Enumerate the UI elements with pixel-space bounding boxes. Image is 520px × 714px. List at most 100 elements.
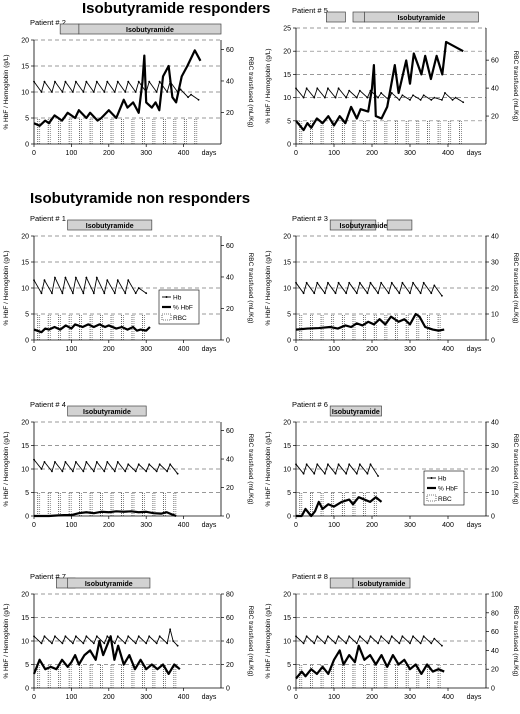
y-axis-title: % HbF / Hemoglobin (g/L): [3, 603, 10, 678]
drug-bar-label: Isobutyramide: [83, 409, 131, 416]
hb-point: [103, 470, 106, 473]
y2-tick-label: 40: [226, 78, 234, 85]
patient-label: Patient # 5: [292, 6, 328, 15]
x-tick-label: 0: [32, 346, 36, 353]
x-tick-label: 100: [66, 522, 78, 529]
hb-point: [337, 463, 340, 466]
y-tick-label: 5: [287, 490, 291, 497]
hb-point: [54, 276, 56, 279]
hb-point: [40, 292, 43, 295]
x-tick-label: 300: [404, 150, 416, 157]
x-tick-label: 100: [328, 150, 340, 157]
hb-series-line: [295, 87, 464, 103]
y2-axis-title: RBC transfused (mL/Kg): [512, 606, 519, 677]
y2-tick-label: 20: [226, 110, 234, 117]
hb-point: [82, 642, 85, 645]
hb-point: [92, 470, 95, 473]
x-axis-label: days: [467, 694, 482, 701]
x-tick-label: 400: [442, 522, 454, 529]
hbf-series-line: [33, 49, 202, 127]
hb-point: [74, 276, 77, 279]
hb-point: [74, 80, 77, 83]
hb-point: [433, 637, 436, 640]
y2-tick-label: 30: [491, 443, 499, 450]
x-tick-label: 400: [178, 694, 190, 701]
hb-point: [51, 470, 53, 473]
hb-point: [433, 284, 436, 287]
hb-point: [106, 461, 109, 463]
hb-point: [145, 642, 148, 645]
y2-tick-label: 40: [491, 86, 499, 93]
hb-point: [43, 635, 46, 638]
hb-point: [377, 292, 379, 295]
y2-tick-label: 20: [226, 662, 234, 669]
hb-point: [369, 281, 372, 284]
y-tick-label: 5: [25, 490, 29, 497]
x-axis-label: days: [467, 150, 482, 157]
y2-tick-label: 60: [491, 58, 499, 65]
hb-point: [43, 279, 46, 282]
x-tick-label: 200: [103, 694, 115, 701]
y-tick-label: 10: [283, 639, 291, 646]
hb-point: [116, 635, 119, 638]
y-tick-label: 0: [25, 338, 29, 345]
hb-point: [82, 470, 85, 473]
y2-tick-label: 40: [226, 639, 234, 646]
hb-point: [71, 91, 74, 93]
hb-point: [313, 292, 316, 295]
y2-tick-label: 100: [491, 592, 503, 599]
legend-label-hbf: % HbF: [173, 305, 193, 312]
hb-point: [176, 644, 179, 647]
hb-point: [369, 463, 372, 466]
hb-point: [92, 91, 95, 93]
hb-point: [74, 635, 77, 638]
y2-tick-label: 30: [491, 260, 499, 267]
legend-label-hb: Hb: [438, 476, 447, 483]
hb-point: [137, 635, 140, 638]
hb-point: [43, 461, 46, 463]
x-tick-label: 400: [178, 150, 190, 157]
hb-point: [71, 292, 74, 295]
hb-point: [116, 279, 119, 282]
hb-series-line: [295, 281, 443, 297]
drug-bar: [326, 11, 346, 23]
y-tick-label: 0: [287, 686, 291, 693]
hb-point: [327, 87, 329, 90]
hb-point: [401, 281, 404, 284]
y-axis-title: % HbF / Hemoglobin (g/L): [265, 603, 272, 678]
y2-tick-label: 20: [491, 667, 499, 674]
patient-label: Patient # 3: [292, 214, 328, 223]
hb-point: [358, 89, 361, 92]
hb-point: [327, 463, 329, 466]
hb-point: [158, 635, 161, 638]
hb-point: [124, 642, 127, 645]
x-tick-label: 100: [328, 694, 340, 701]
hb-point: [345, 292, 348, 295]
hb-point: [401, 635, 404, 638]
y-axis-title: % HbF / Hemoglobin (g/L): [3, 431, 10, 506]
hbf-series-line: [295, 40, 464, 132]
hb-point: [444, 92, 446, 94]
hb-point: [337, 635, 340, 638]
hb-point: [441, 644, 443, 647]
hb-point: [64, 461, 67, 463]
y-tick-label: 5: [287, 662, 291, 669]
hb-point: [124, 91, 127, 93]
y2-tick-label: 0: [226, 338, 230, 345]
x-tick-label: 0: [294, 150, 298, 157]
x-tick-label: 0: [294, 346, 298, 353]
chart-patient-6: Patient # 6Isobutyramide0510152001020304…: [265, 400, 519, 529]
hb-point: [334, 292, 337, 295]
hb-point: [355, 96, 358, 99]
drug-bar-label: Isobutyramide: [340, 223, 388, 230]
x-tick-label: 300: [140, 522, 152, 529]
hb-point: [305, 635, 308, 638]
hb-point: [127, 463, 130, 466]
hbf-series-line: [33, 323, 151, 334]
hb-point: [71, 470, 74, 473]
hb-point: [134, 292, 137, 295]
hb-point: [366, 96, 369, 99]
responders-heading: Isobutyramide responders: [82, 0, 271, 17]
hb-point: [316, 635, 319, 638]
hb-point: [51, 292, 53, 295]
